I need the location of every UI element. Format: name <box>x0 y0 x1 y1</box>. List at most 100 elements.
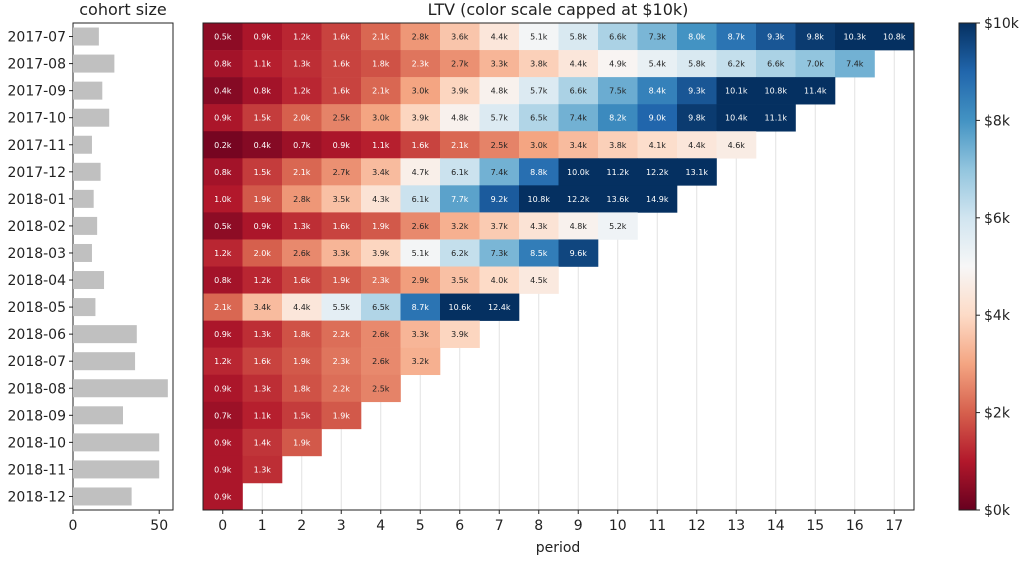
heatmap-cell <box>598 23 638 51</box>
heatmap-cell <box>203 77 243 105</box>
heatmap-cell <box>598 50 638 78</box>
heatmap-cell-label: 14.9k <box>646 195 669 204</box>
heatmap-cell <box>321 347 362 376</box>
heatmap-cell <box>519 266 559 294</box>
heatmap-cell-label: 3.5k <box>333 195 351 204</box>
heatmap-cell-label: 3.7k <box>491 222 509 231</box>
heatmap-cell <box>361 185 401 213</box>
heatmap-cell <box>598 185 638 213</box>
heatmap-cell-label: 1.9k <box>293 438 311 447</box>
heatmap-cell-label: 0.9k <box>333 141 351 150</box>
heatmap-cell-label: 7.4k <box>491 168 509 177</box>
heatmap-cell-label: 3.0k <box>372 114 390 123</box>
heatmap-cell-label: 1.4k <box>254 438 272 447</box>
heatmap-cell-label: 3.4k <box>570 141 588 150</box>
heatmap-cell-label: 4.8k <box>491 87 509 96</box>
heatmap-cell <box>400 77 441 105</box>
heatmap-cell <box>282 428 322 457</box>
heatmap-cell <box>598 158 638 186</box>
heatmap-cell-label: 7.4k <box>570 114 588 123</box>
heatmap-cell <box>361 266 401 294</box>
heatmap-cell-label: 1.9k <box>254 195 272 204</box>
heatmap-cell-label: 1.6k <box>412 141 430 150</box>
heatmap-cell <box>519 23 559 51</box>
heatmap-cell <box>400 23 441 51</box>
heatmap-cell-label: 3.9k <box>451 330 469 339</box>
heatmap-cell <box>637 131 678 159</box>
heatmap-cell-label: 2.2k <box>333 384 351 393</box>
cohort-bar <box>73 189 94 208</box>
heatmap-cell <box>400 158 441 186</box>
heatmap-cell-label: 8.5k <box>530 249 548 258</box>
heatmap-cell <box>479 23 520 51</box>
heatmap-cell-label: 0.9k <box>214 465 232 474</box>
heatmap-cell <box>677 50 717 78</box>
heatmap-cell-label: 7.5k <box>609 87 627 96</box>
heatmap-cell <box>598 212 638 240</box>
period-tick-label: 15 <box>806 518 824 534</box>
cohort-bar <box>73 54 115 73</box>
heatmap-cell-label: 5.1k <box>412 249 430 258</box>
heatmap-cell-label: 0.9k <box>214 492 232 501</box>
heatmap-cell-label: 1.1k <box>254 60 272 69</box>
heatmap-cell <box>598 104 638 132</box>
heatmap-cell <box>440 50 480 78</box>
heatmap-cell-label: 13.6k <box>607 195 630 204</box>
heatmap-cell <box>203 401 243 430</box>
heatmap-cell <box>361 320 401 348</box>
heatmap-cell <box>479 293 520 321</box>
heatmap-cell-label: 5.8k <box>688 60 706 69</box>
heatmap-cell <box>558 104 599 132</box>
heatmap-cell-label: 10.3k <box>844 33 867 42</box>
colorbar-tick-label: $6k <box>984 211 1011 227</box>
heatmap-cell <box>282 320 322 348</box>
heatmap-cell-label: 5.5k <box>333 303 351 312</box>
cohort-label: 2017-12 <box>8 165 67 181</box>
cohort-bar <box>73 216 98 235</box>
heatmap-cell-label: 11.2k <box>607 168 630 177</box>
heatmap-cell <box>440 77 480 105</box>
cohort-label: 2018-01 <box>8 192 67 208</box>
heatmap-cell-label: 8.0k <box>688 33 706 42</box>
cohort-label: 2018-12 <box>8 489 67 505</box>
colorbar-tick-label: $0k <box>984 503 1011 519</box>
heatmap-cell-label: 1.6k <box>333 60 351 69</box>
heatmap-cell-label: 0.4k <box>254 141 272 150</box>
period-tick-label: 9 <box>574 518 583 534</box>
heatmap-cell-label: 8.2k <box>609 114 627 123</box>
heatmap-cell <box>242 50 283 78</box>
colorbar <box>958 22 977 511</box>
cohort-label: 2017-07 <box>8 30 67 46</box>
heatmap-cell <box>242 401 283 430</box>
heatmap-cell <box>677 131 717 159</box>
heatmap-cell-label: 2.3k <box>333 357 351 366</box>
heatmap-cell <box>479 239 520 267</box>
heatmap-cell-label: 1.2k <box>293 33 311 42</box>
heatmap-cell <box>558 23 599 51</box>
heatmap-cell-label: 0.9k <box>214 330 232 339</box>
heatmap-cell-label: 9.2k <box>491 195 509 204</box>
heatmap-cell-label: 4.5k <box>530 276 548 285</box>
heatmap-cell-label: 12.2k <box>646 168 669 177</box>
heatmap-cell <box>203 266 243 294</box>
heatmap-cell <box>282 50 322 78</box>
heatmap-cell <box>321 104 362 132</box>
heatmap-cell <box>203 428 243 457</box>
heatmap-cell <box>756 77 796 105</box>
heatmap-cell-label: 0.7k <box>214 411 232 420</box>
heatmap-cell-label: 3.5k <box>451 276 469 285</box>
heatmap-cell <box>361 50 401 78</box>
heatmap-cell-label: 2.8k <box>412 33 430 42</box>
heatmap-cell <box>440 158 480 186</box>
heatmap-cell-label: 10.6k <box>449 303 472 312</box>
heatmap-cell <box>598 77 638 105</box>
heatmap-cell <box>440 104 480 132</box>
heatmap-cell-label: 3.9k <box>412 114 430 123</box>
cohort-label: 2017-09 <box>8 84 67 100</box>
heatmap-cell <box>519 185 559 213</box>
heatmap-cell-label: 2.3k <box>412 60 430 69</box>
heatmap-cell-label: 6.6k <box>767 60 785 69</box>
heatmap-cell-label: 1.6k <box>333 33 351 42</box>
heatmap-cell-label: 0.8k <box>214 60 232 69</box>
heatmap-cell <box>479 50 520 78</box>
